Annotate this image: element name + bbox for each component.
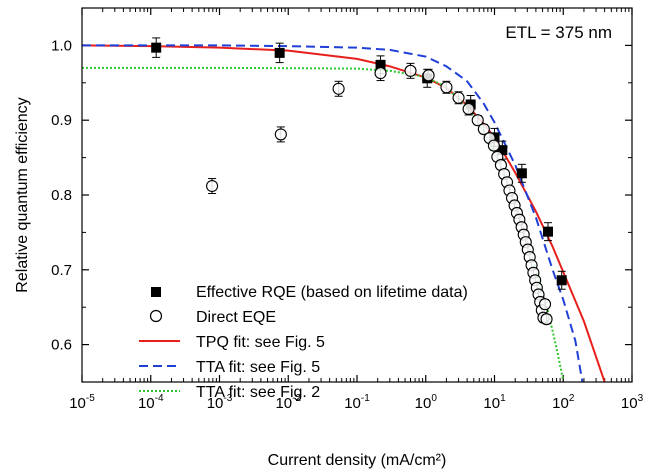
y-tick-label: 1.0 [51,37,72,54]
y-tick-label: 0.6 [51,337,72,354]
legend-marker-effective-rqe [151,287,161,297]
x-tick-label: 10-1 [344,393,370,412]
plot-series [82,37,606,382]
data-point-direct-eqe [487,139,500,152]
x-tick-label: 10-5 [69,393,95,412]
data-point-direct-eqe [374,67,387,80]
data-point-direct-eqe [206,179,219,193]
data-point-direct-eqe [477,123,490,136]
data-point-direct-eqe [538,298,552,311]
x-tick-label: 101 [483,393,506,412]
data-point-effective-rqe [151,42,162,53]
data-point-direct-eqe [452,91,465,104]
data-point-effective-rqe [274,47,285,58]
legend-label-effective-rqe: Effective RQE (based on lifetime data) [196,284,468,301]
y-tick-label: 0.9 [51,112,72,129]
data-point-effective-rqe [556,275,567,286]
data-point-direct-eqe [404,64,417,77]
x-tick-label: 10-3 [207,393,233,412]
x-tick-label: 102 [552,393,575,412]
data-point-direct-eqe [540,313,553,326]
y-axis-label: Relative quantum efficiency [14,97,31,292]
y-tick-label: 0.8 [51,187,72,204]
legend-label-tta-fit-fig2: TTA fit: see Fig. 2 [196,384,320,401]
data-point-direct-eqe [440,81,453,94]
x-tick-label: 100 [415,393,438,412]
x-tick-label: 10-4 [138,393,164,412]
data-point-direct-eqe [422,69,435,82]
data-point-effective-rqe [375,59,386,70]
data-point-effective-rqe [497,145,508,156]
tick-labels: 10-5 10-4 10-3 10-2 10-1 100 101 102 103 0.6 0.7 0.… [51,37,643,412]
x-axis-label: Current density (mA/cm²) [268,452,447,469]
legend-label-tta-fit-fig5: TTA fit: see Fig. 5 [196,359,320,376]
data-point-direct-eqe [332,82,345,95]
fit-line-1 [82,44,584,382]
x-tick-label: 10-2 [275,393,301,412]
legend-label-direct-eqe: Direct EQE [196,309,276,326]
data-point-direct-eqe [462,102,475,116]
annotation-etl: ETL = 375 nm [505,23,612,42]
legend-marker-direct-eqe [149,309,163,323]
data-point-direct-eqe [471,114,484,127]
y-tick-label: 0.7 [51,262,72,279]
data-point-direct-eqe [274,128,287,141]
legend: Effective RQE (based on lifetime data) D… [139,284,468,401]
data-point-effective-rqe [542,226,553,237]
tick-marks [81,7,633,383]
legend-label-tpq-fit: TPQ fit: see Fig. 5 [196,334,325,351]
x-tick-label: 103 [621,393,644,412]
plot-frame [81,7,633,383]
fit-line-0 [82,44,606,382]
data-point-effective-rqe [516,168,527,179]
